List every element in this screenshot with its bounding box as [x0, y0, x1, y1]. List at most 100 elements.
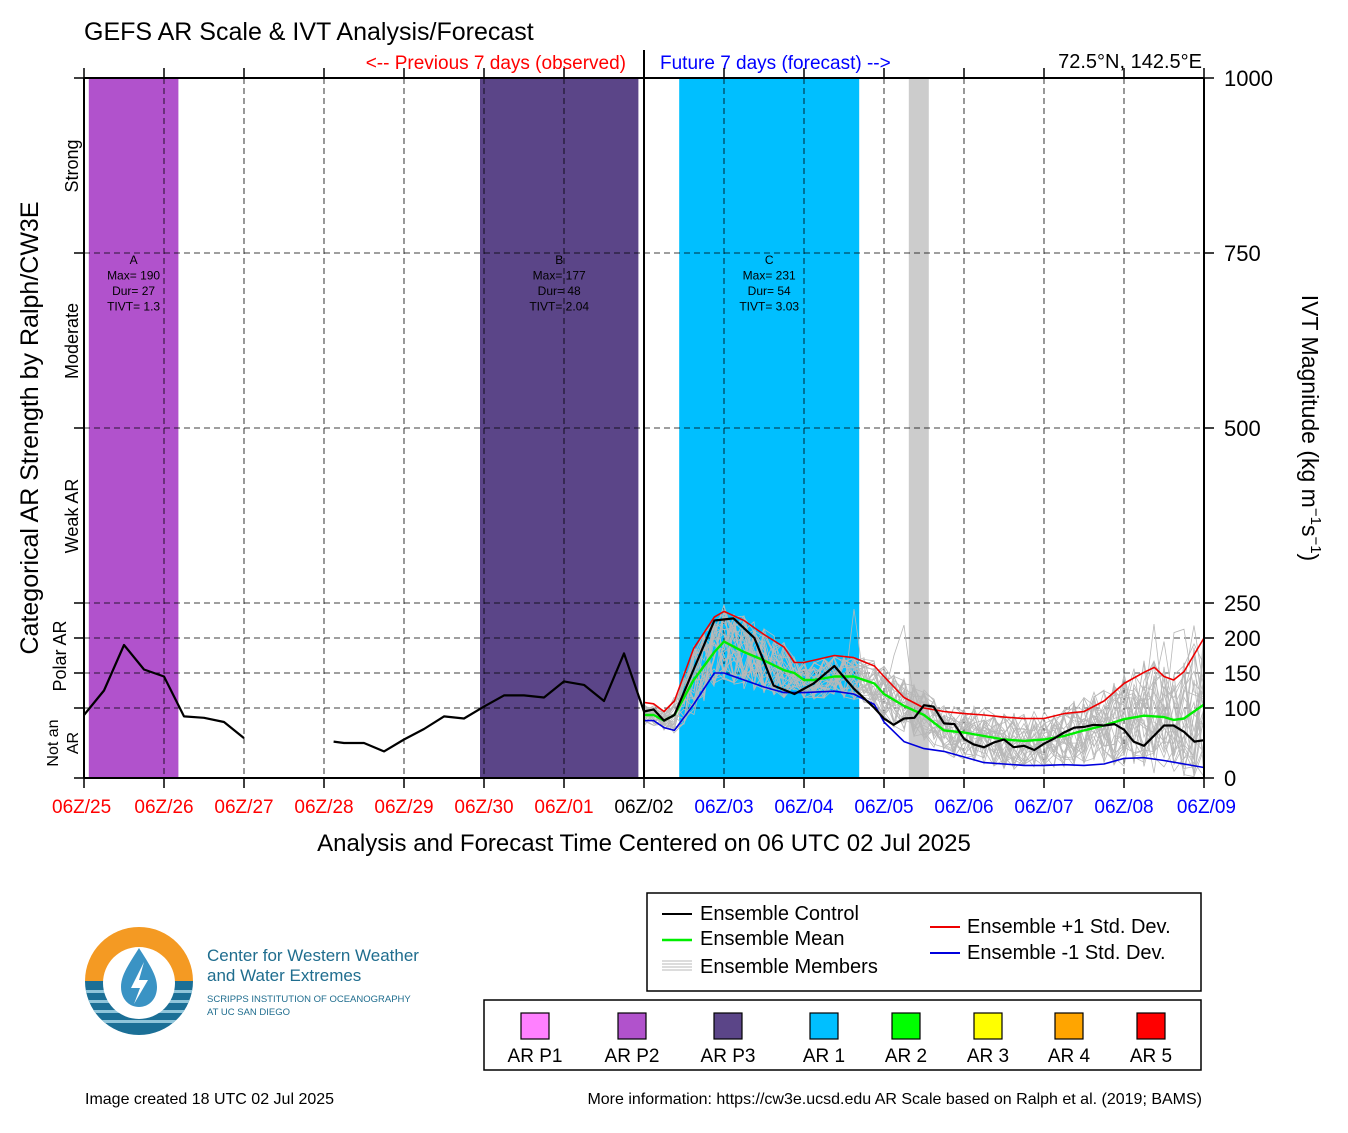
- logo-line1: Center for Western Weather: [207, 946, 419, 965]
- x-tick-label: 06Z/30: [454, 797, 513, 818]
- x-tick-label: 06Z/03: [694, 797, 753, 818]
- event-label-a-2: Dur= 27: [112, 284, 155, 298]
- ensemble-member-line: [643, 613, 1205, 765]
- logo-line2: and Water Extremes: [207, 966, 361, 985]
- event-label-b-2: Dur= 48: [538, 284, 581, 298]
- right-axis-title-sup2: −1: [1307, 536, 1324, 553]
- ar-legend-label: AR P1: [508, 1046, 563, 1067]
- ar-event-band-a: [88, 78, 179, 778]
- category-not-an: Not an: [45, 719, 62, 766]
- footer-created: Image created 18 UTC 02 Jul 2025: [85, 1091, 334, 1108]
- y-tick-label: 250: [1224, 591, 1261, 616]
- event-label-c-0: C: [765, 253, 774, 267]
- series-line-ensemble-control: [83, 643, 245, 739]
- legend-label-minus-std: Ensemble -1 Std. Dev.: [967, 942, 1166, 964]
- series-line-ensemble-1-std-dev-: [644, 672, 1205, 769]
- ensemble-member-line: [643, 630, 1205, 774]
- y-tick-label: 150: [1224, 661, 1261, 686]
- x-tick-label: 06Z/28: [294, 797, 353, 818]
- ar-legend-swatch: [973, 1012, 1003, 1040]
- x-axis-ticks: 06Z/25 06Z/26 06Z/27 06Z/28 06Z/29 06Z/30 06Z/…: [52, 68, 1236, 818]
- ensemble-member-line: [643, 629, 1205, 773]
- x-tick-label: 06Z/01: [534, 797, 593, 818]
- ar-legend-label: AR P2: [605, 1046, 660, 1067]
- y-tick-label: 100: [1224, 696, 1261, 721]
- right-axis-title-main: IVT Magnitude (kg m: [1297, 295, 1323, 508]
- right-axis-title-mid: s: [1297, 525, 1323, 537]
- category-strong: Strong: [62, 139, 82, 192]
- ar-legend-swatch: [713, 1012, 743, 1040]
- y-tick-label: 1000: [1224, 66, 1273, 91]
- right-axis-title-sup1: −1: [1307, 508, 1324, 525]
- series-line-ensemble-control: [333, 617, 1205, 753]
- legend-label-members: Ensemble Members: [700, 956, 878, 978]
- legend-label-control: Ensemble Control: [700, 903, 859, 925]
- legend-label-mean: Ensemble Mean: [700, 928, 845, 950]
- logo-line4: AT UC SAN DIEGO: [207, 1007, 290, 1018]
- event-label-c-2: Dur= 54: [748, 284, 791, 298]
- ensemble-member-line: [643, 646, 1205, 776]
- location-label: 72.5°N, 142.5°E: [1058, 51, 1202, 73]
- x-tick-label: 06Z/05: [854, 797, 913, 818]
- logo-line3: SCRIPPS INSTITUTION OF OCEANOGRAPHY: [207, 994, 411, 1005]
- category-weak: Weak AR: [62, 479, 82, 554]
- x-tick-label: 06Z/09: [1177, 797, 1236, 818]
- ar-legend-swatch: [1054, 1012, 1084, 1040]
- ensemble-member-line: [643, 608, 1205, 763]
- x-tick-label: 06Z/02: [614, 797, 673, 818]
- left-axis-title: Categorical AR Strength by Ralph/CW3E: [16, 202, 44, 655]
- ensemble-member-line: [643, 630, 1205, 769]
- event-label-a-1: Max= 190: [107, 269, 160, 283]
- ar-legend-label: AR P3: [701, 1046, 756, 1067]
- legend-label-plus-std: Ensemble +1 Std. Dev.: [967, 916, 1171, 938]
- line-legend-box: [646, 892, 1202, 992]
- x-tick-label: 06Z/25: [52, 797, 111, 818]
- y-tick-label: 750: [1224, 241, 1261, 266]
- y-tick-label: 500: [1224, 416, 1261, 441]
- x-tick-label: 06Z/27: [214, 797, 273, 818]
- ar-legend-label: AR 3: [967, 1046, 1009, 1067]
- event-label-c-1: Max= 231: [743, 269, 796, 283]
- ensemble-series: [83, 610, 1205, 769]
- y-tick-label: 200: [1224, 626, 1261, 651]
- ar-legend-items: AR P1 AR P2 AR P3 AR 1 AR 2 AR 3 AR 4 AR 5: [508, 1012, 1172, 1067]
- y-axis-ticks: 0 100 150 200 250 500 750 1000: [74, 66, 1273, 791]
- ar-legend-swatch: [520, 1012, 550, 1040]
- right-axis-title: IVT Magnitude (kg m−1s−1): [1297, 295, 1324, 561]
- ensemble-member-line: [643, 618, 1205, 770]
- cw3e-logo: [85, 927, 193, 1035]
- x-tick-label: 06Z/04: [774, 797, 834, 818]
- event-label-b-1: Max= 177: [533, 269, 586, 283]
- ensemble-member-line: [643, 608, 1205, 769]
- event-label-c-3: TIVT= 3.03: [739, 300, 799, 314]
- category-polar: Polar AR: [50, 620, 70, 691]
- lightning-icon: [131, 962, 148, 1004]
- ar-legend-label: AR 5: [1130, 1046, 1172, 1067]
- ar-legend-label: AR 1: [803, 1046, 845, 1067]
- event-label-b-0: B: [555, 253, 563, 267]
- ar-legend-swatch: [617, 1012, 647, 1040]
- series-line-ensemble-1-std-dev-: [643, 610, 1205, 720]
- x-tick-label: 06Z/08: [1094, 797, 1153, 818]
- future-label: Future 7 days (forecast) -->: [660, 53, 891, 74]
- y-tick-label: 0: [1224, 766, 1236, 791]
- x-tick-label: 06Z/26: [134, 797, 193, 818]
- event-label-a-3: TIVT= 1.3: [107, 300, 160, 314]
- x-tick-label: 06Z/07: [1014, 797, 1073, 818]
- category-ar: AR: [65, 732, 82, 754]
- x-tick-label: 06Z/29: [374, 797, 433, 818]
- category-moderate: Moderate: [62, 303, 82, 379]
- event-label-a-0: A: [130, 253, 138, 267]
- footer-info: More information: https://cw3e.ucsd.edu …: [587, 1091, 1202, 1108]
- previous-label: <-- Previous 7 days (observed): [366, 53, 626, 74]
- ar-legend-label: AR 4: [1048, 1046, 1091, 1067]
- x-tick-label: 06Z/06: [934, 797, 993, 818]
- x-axis-title: Analysis and Forecast Time Centered on 0…: [317, 830, 971, 857]
- ar-legend-label: AR 2: [885, 1046, 927, 1067]
- event-label-b-3: TIVT= 2.04: [529, 300, 589, 314]
- legend-swatch-members: [662, 960, 692, 971]
- right-axis-title-end: ): [1297, 554, 1323, 562]
